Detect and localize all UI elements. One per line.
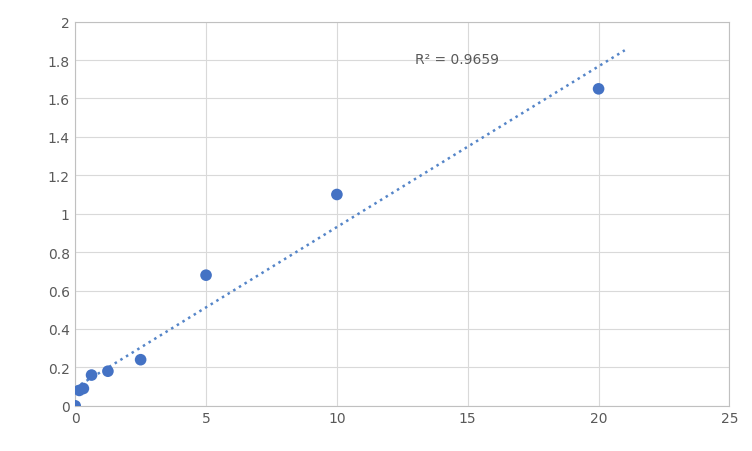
Point bbox=[200, 272, 212, 279]
Point bbox=[102, 368, 114, 375]
Point bbox=[69, 402, 81, 410]
Point bbox=[593, 86, 605, 93]
Point bbox=[73, 387, 85, 394]
Text: R² = 0.9659: R² = 0.9659 bbox=[415, 53, 499, 67]
Point bbox=[331, 191, 343, 198]
Point bbox=[135, 356, 147, 364]
Point bbox=[77, 385, 89, 392]
Point bbox=[86, 372, 98, 379]
